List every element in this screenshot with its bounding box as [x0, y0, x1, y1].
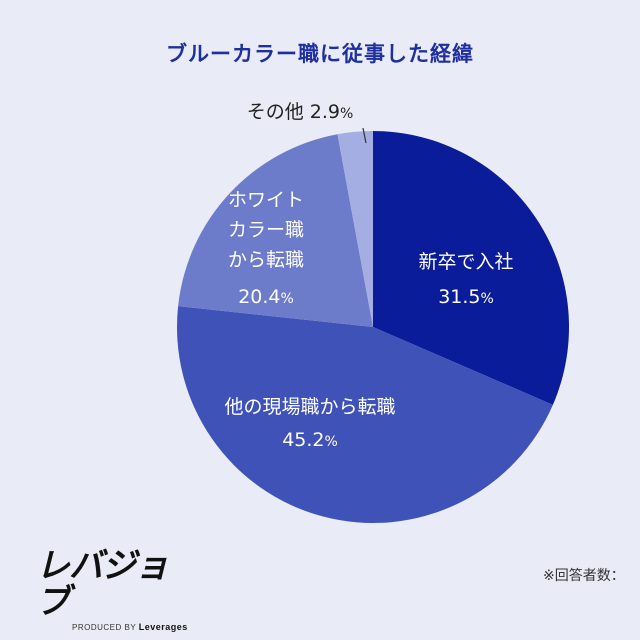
leader-line-other: [362, 127, 367, 144]
logo-subtitle: PRODUCED BY Leverages: [72, 622, 196, 632]
produced-by-text: PRODUCED BY: [72, 623, 137, 632]
slice-label-0-line-0: 新卒で入社: [418, 251, 513, 273]
pie-slice-3: [337, 131, 373, 327]
chart-title: ブルーカラー職に従事した経緯: [166, 42, 474, 66]
slice-label-1-line-0: 他の現場職から転職: [224, 396, 395, 418]
pie-slice-2: [178, 134, 373, 327]
levajob-logo: レバジョブ PRODUCED BY Leverages: [36, 548, 196, 632]
respondent-footnote: ※回答者数：: [543, 568, 625, 584]
slice-label-2-line-2: から転職: [228, 249, 304, 271]
brand-name: Leverages: [138, 622, 188, 632]
slice-value-1: 45.2%: [282, 429, 338, 451]
slice-value-0: 31.5%: [438, 286, 494, 308]
pie-slice-1: [177, 306, 553, 523]
slice-label-3: その他 2.9%: [247, 101, 354, 123]
slice-label-2-line-1: カラー職: [228, 219, 304, 241]
pie-slice-0: [373, 131, 569, 405]
slice-label-2-line-0: ホワイト: [228, 189, 304, 211]
slice-value-2: 20.4%: [238, 286, 294, 308]
logo-text: レバジョブ: [36, 546, 169, 622]
